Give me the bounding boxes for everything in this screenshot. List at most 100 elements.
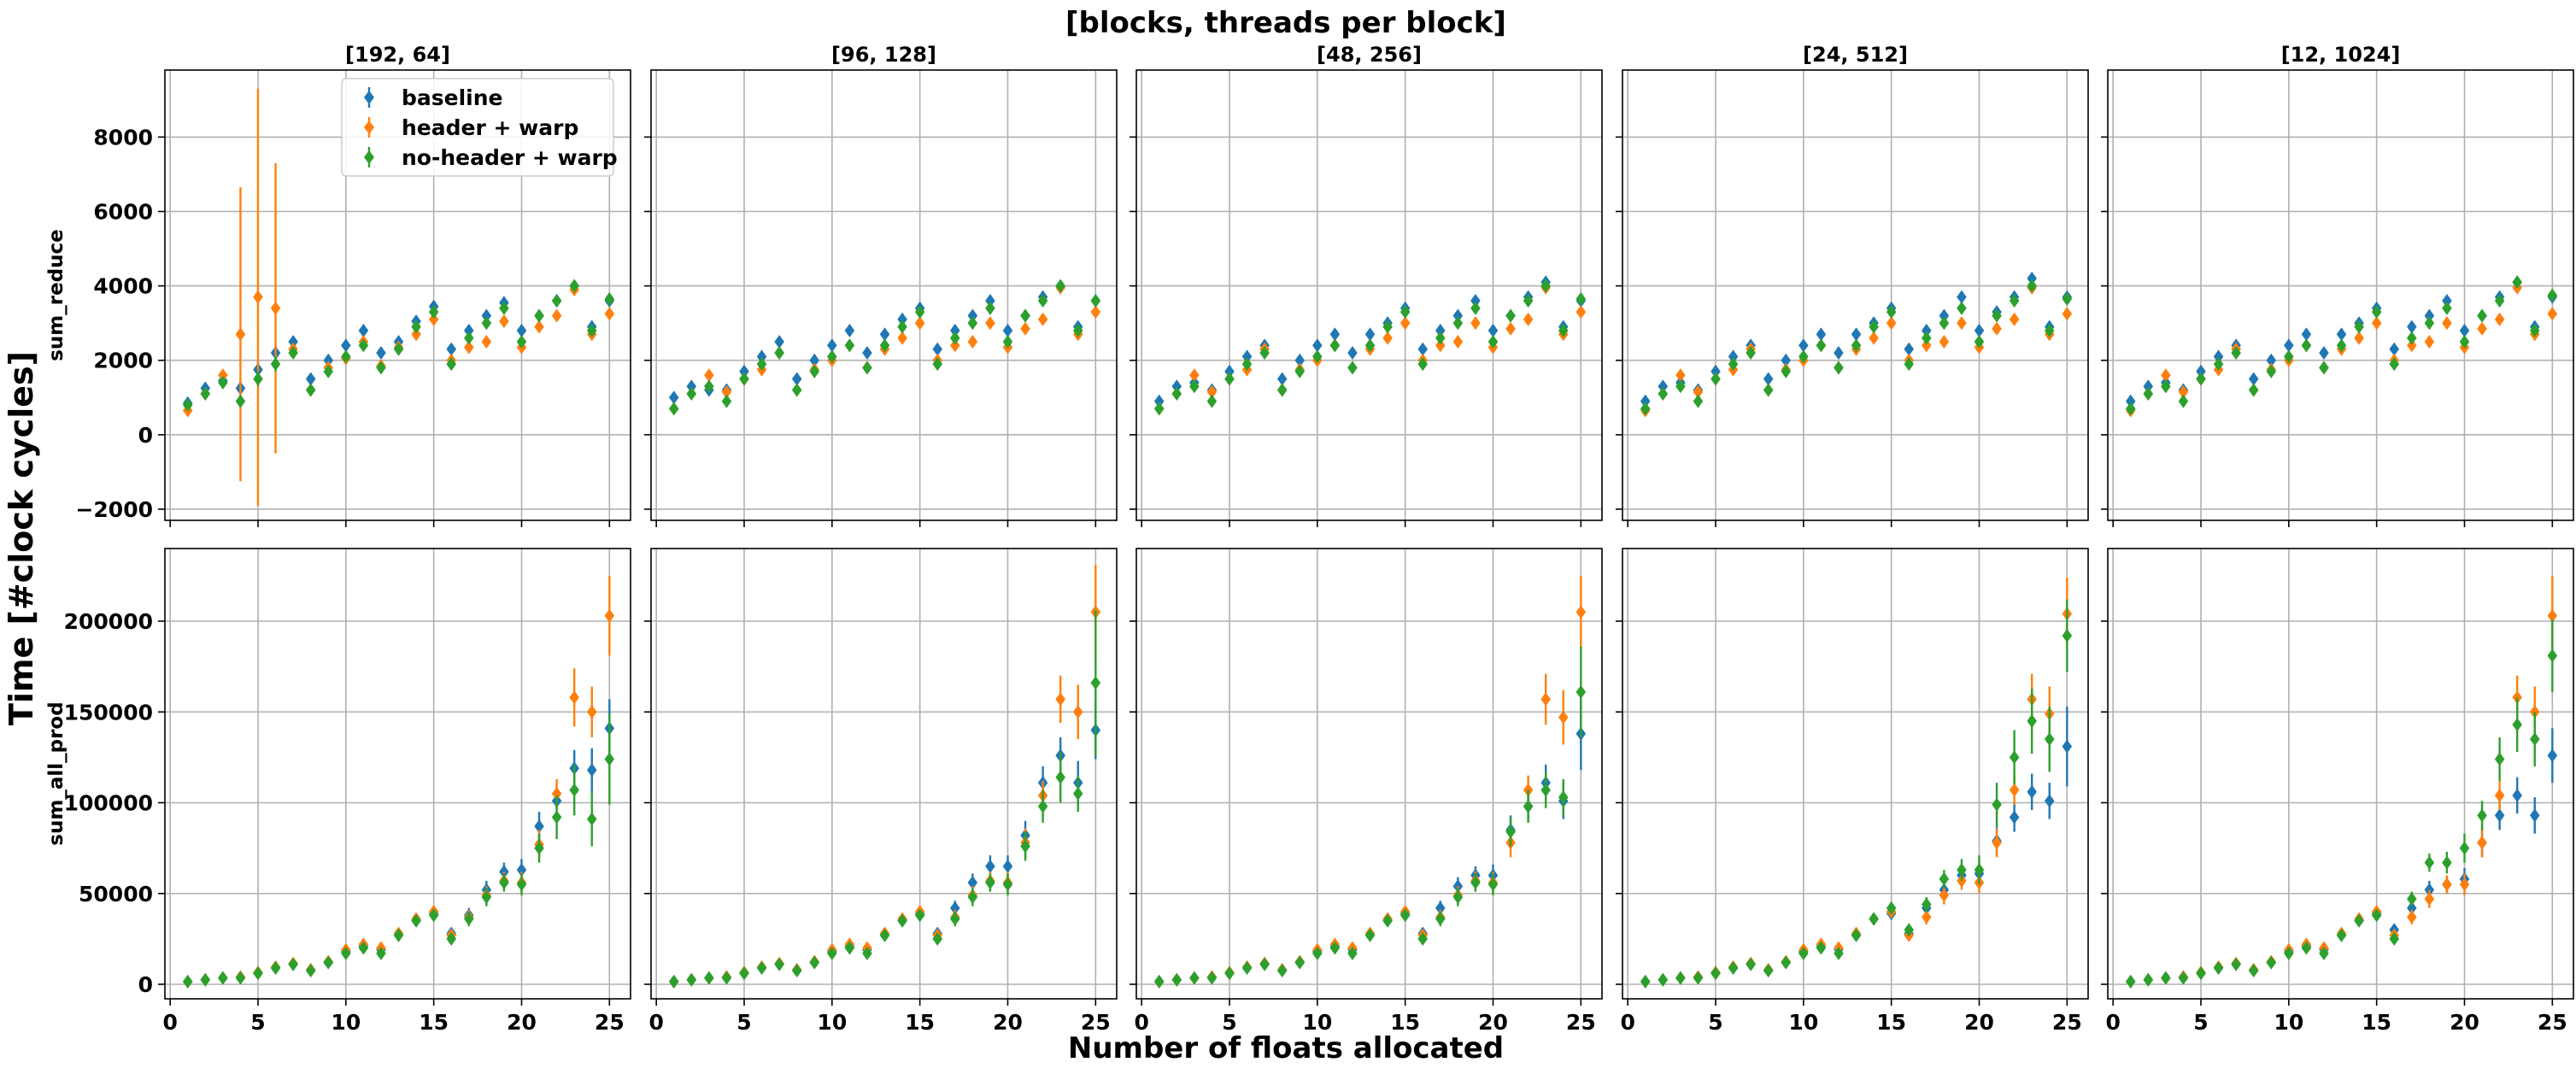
data-point	[2477, 321, 2487, 336]
data-point	[551, 308, 562, 323]
data-point	[1435, 331, 1446, 345]
data-point	[1781, 364, 1792, 379]
data-point	[985, 859, 995, 873]
data-point	[200, 386, 211, 401]
data-point	[551, 786, 562, 801]
data-point	[2354, 331, 2364, 345]
legend-marker	[364, 91, 374, 104]
x-tick-label: 5	[2193, 1010, 2208, 1035]
data-point	[428, 312, 439, 326]
data-point	[2354, 913, 2364, 928]
data-point	[270, 301, 281, 315]
y-tick-label: 2000	[93, 349, 153, 373]
data-point	[1189, 971, 1200, 985]
row-label: sum_all_prod	[45, 701, 67, 845]
data-point	[1206, 394, 1218, 408]
data-point	[2284, 338, 2294, 353]
data-point	[809, 353, 820, 367]
series-no-header-warp	[1153, 279, 1587, 416]
data-point	[2125, 402, 2136, 416]
data-point	[1939, 888, 1950, 902]
data-point	[844, 338, 855, 353]
data-point	[2336, 338, 2347, 353]
data-point	[2161, 971, 2171, 985]
series-no-header-warp	[2125, 619, 2558, 989]
data-point	[2301, 327, 2312, 342]
data-point	[1728, 349, 1739, 364]
data-point	[2178, 384, 2189, 399]
data-point	[1834, 346, 1844, 361]
data-point	[1939, 334, 1950, 349]
data-point	[1072, 705, 1083, 719]
data-point	[1922, 897, 1932, 912]
data-point	[1799, 946, 1809, 960]
data-point	[1728, 357, 1739, 372]
data-point	[2266, 364, 2277, 379]
legend: baseline header + warp no-header + warp	[341, 78, 618, 177]
series-baseline	[1153, 697, 1587, 989]
data-point	[1364, 338, 1376, 353]
data-point	[1675, 971, 1686, 985]
data-point	[950, 331, 960, 345]
data-point	[2424, 316, 2435, 331]
data-point	[1189, 379, 1200, 394]
data-point	[2442, 294, 2452, 308]
x-tick-label: 20	[2450, 1010, 2479, 1035]
data-point	[499, 314, 509, 328]
data-point	[1728, 960, 1739, 975]
data-point	[950, 323, 960, 337]
data-point	[1576, 291, 1587, 306]
data-point	[704, 971, 714, 985]
data-point	[200, 972, 211, 987]
data-point	[1435, 901, 1446, 915]
data-point	[1488, 877, 1499, 892]
data-point	[235, 971, 246, 985]
series-baseline	[668, 701, 1101, 989]
data-point	[358, 323, 369, 337]
data-point	[1072, 786, 1083, 801]
data-point	[721, 384, 732, 399]
data-point	[1382, 913, 1393, 928]
data-point	[1171, 386, 1182, 401]
data-point	[1763, 964, 1774, 978]
data-point	[1675, 379, 1686, 394]
data-point	[1540, 279, 1551, 293]
data-point	[897, 331, 907, 345]
data-point	[1974, 323, 1985, 337]
data-point	[1294, 353, 1306, 367]
data-point	[1576, 605, 1587, 619]
data-point	[1312, 349, 1323, 364]
data-point	[2442, 877, 2452, 892]
data-point	[1992, 308, 2002, 323]
legend-marker	[364, 150, 374, 164]
y-tick-label: 50000	[79, 882, 153, 907]
axes-frame	[164, 69, 631, 521]
x-tick-label: 15	[419, 1010, 449, 1035]
data-point	[2494, 808, 2505, 823]
y-tick-label: 150000	[64, 700, 153, 725]
data-point	[358, 338, 369, 353]
data-point	[1470, 301, 1481, 315]
data-point	[2336, 327, 2347, 342]
x-tick-label: 10	[1302, 1010, 1332, 1035]
x-tick-label: 20	[993, 1010, 1023, 1035]
data-point	[2009, 750, 2020, 765]
column-title: [192, 64]	[345, 43, 450, 67]
data-point	[1452, 890, 1464, 904]
data-point	[2424, 855, 2435, 870]
panel-sum_all_prod-0: 0 5 10 15 20 25 0 50000 100000 150000 200000 sum_al…	[45, 548, 631, 1035]
data-point	[2143, 379, 2154, 394]
data-point	[1922, 323, 1932, 337]
data-point	[1886, 316, 1897, 331]
data-point	[1312, 338, 1323, 353]
figure-suptitle: [blocks, threads per block]	[1065, 6, 1506, 40]
data-point	[1658, 379, 1669, 394]
data-point	[516, 334, 527, 349]
data-point	[2231, 957, 2241, 971]
data-point	[2213, 349, 2224, 364]
data-point	[1904, 923, 1914, 937]
data-point	[1294, 955, 1306, 970]
series-header-warp	[2125, 575, 2558, 989]
data-point	[569, 783, 579, 797]
data-point	[1869, 331, 1879, 345]
